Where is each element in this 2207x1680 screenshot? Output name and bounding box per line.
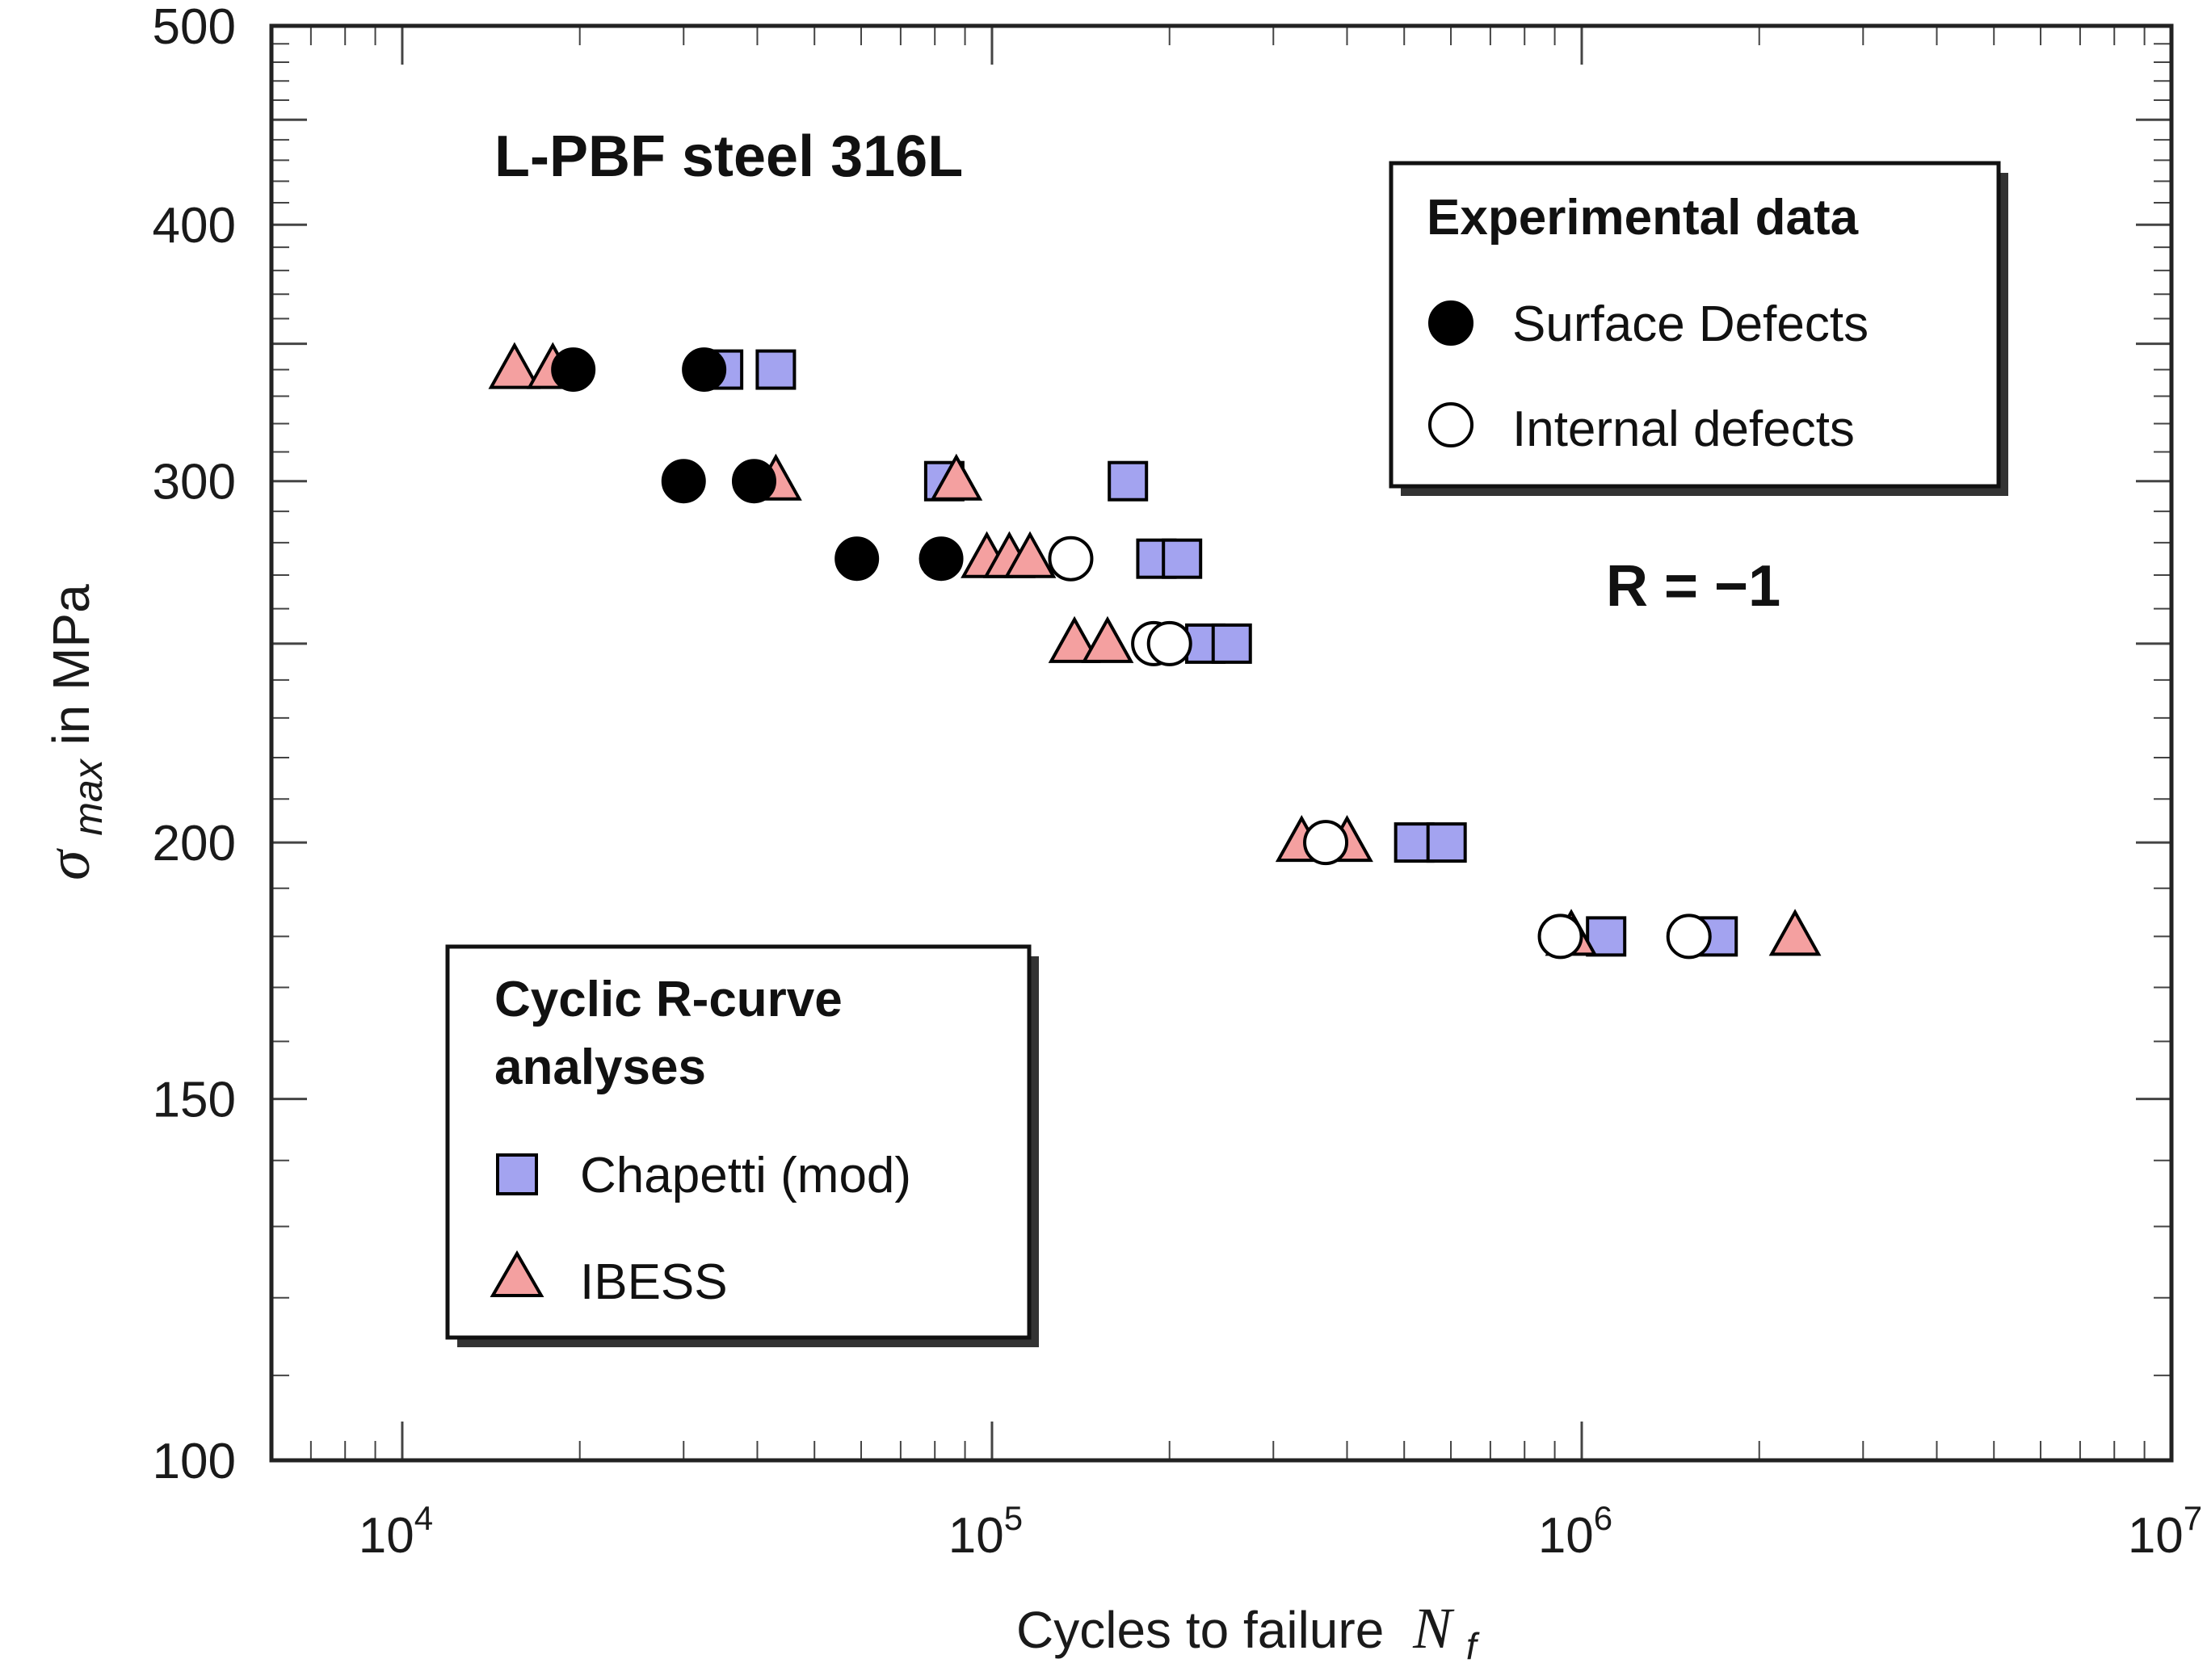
x-tick-label-base: 10: [948, 1508, 1004, 1564]
marker-surface-defect: [661, 459, 706, 504]
legend-marker-internal-defects: [1428, 402, 1473, 447]
plot-frame: [269, 23, 2174, 1463]
x-tick-label-exponent: 7: [2184, 1499, 2202, 1537]
x-tick-label-base: 10: [2128, 1508, 2184, 1564]
chart-title: L-PBF steel 316L: [494, 124, 963, 189]
legend-rcurve: Cyclic R-curve analyses Chapetti (mod) I…: [445, 944, 1039, 1347]
marker-chapetti: [1108, 460, 1149, 502]
x-tick-label-exponent: 4: [414, 1499, 433, 1537]
legend-label-ibess: IBESS: [580, 1254, 728, 1310]
marker-internal-defect: [1666, 914, 1712, 960]
x-tick-label: 104: [359, 1499, 433, 1564]
legend-rcurve-title-line2: analyses: [494, 1040, 706, 1095]
x-axis-title: Cycles to failure N f: [1016, 1596, 1480, 1667]
marker-ibess: [488, 342, 541, 389]
legend-label-chapetti: Chapetti (mod): [580, 1148, 911, 1203]
marker-chapetti: [755, 349, 797, 390]
y-tick-label: 150: [153, 1073, 236, 1128]
legend-marker-surface-defects: [1428, 300, 1473, 346]
x-tick-label: 105: [948, 1499, 1023, 1564]
marker-ibess: [930, 453, 983, 501]
x-tick-label-exponent: 5: [1004, 1499, 1023, 1537]
y-tick-label: 200: [153, 816, 236, 872]
x-tick-label-base: 10: [1538, 1508, 1594, 1564]
marker-surface-defect: [551, 347, 596, 393]
legend-experimental-title: Experimental data: [1427, 190, 1859, 246]
marker-internal-defect: [1146, 620, 1192, 666]
marker-surface-defect: [682, 347, 727, 393]
y-axis-title-text: in MPa: [42, 584, 100, 746]
legend-experimental-box: [1389, 161, 2001, 489]
marker-ibess: [1003, 531, 1057, 578]
marker-surface-defect: [731, 459, 776, 504]
marker-chapetti: [1586, 916, 1627, 957]
y-axis-title-symbol: σ: [35, 848, 103, 880]
y-axis-title: σ max in MPa: [35, 584, 113, 880]
marker-internal-defect: [1048, 536, 1094, 582]
legend-label-internal-defects: Internal defects: [1512, 401, 1855, 457]
marker-chapetti: [1162, 538, 1203, 579]
x-tick-label-exponent: 6: [1594, 1499, 1612, 1537]
x-axis-title-symbol: N: [1412, 1596, 1455, 1661]
y-axis-title-subscript: max: [65, 758, 111, 835]
legend-marker-ibess: [490, 1250, 544, 1297]
marker-chapetti: [1211, 623, 1252, 664]
marker-surface-defect: [834, 536, 880, 582]
x-tick-label: 106: [1538, 1499, 1612, 1564]
marker-ibess: [1081, 615, 1134, 663]
marker-internal-defect: [1537, 914, 1583, 960]
legend-rcurve-title-line1: Cyclic R-curve: [494, 972, 843, 1027]
marker-surface-defect: [919, 536, 964, 582]
ratio-annotation: R = −1: [1606, 554, 1780, 619]
legend-label-surface-defects: Surface Defects: [1512, 296, 1869, 352]
legend-marker-chapetti: [496, 1153, 538, 1195]
x-tick-label-base: 10: [359, 1508, 414, 1564]
data-markers: [488, 342, 1822, 960]
x-tick-label: 107: [2128, 1499, 2202, 1564]
marker-internal-defect: [1303, 820, 1349, 866]
legend-experimental: Experimental data Surface Defects Intern…: [1389, 161, 2008, 496]
y-tick-label: 400: [153, 198, 236, 254]
marker-ibess: [1048, 615, 1101, 663]
y-tick-label: 100: [153, 1434, 236, 1489]
marker-chapetti: [1426, 822, 1467, 863]
legend-rcurve-box: [445, 944, 1032, 1340]
x-axis-title-subscript: f: [1466, 1625, 1480, 1667]
marker-ibess: [1768, 909, 1822, 956]
y-tick-label: 500: [153, 0, 236, 55]
x-axis-title-text: Cycles to failure: [1016, 1601, 1384, 1659]
y-tick-label: 300: [153, 455, 236, 510]
